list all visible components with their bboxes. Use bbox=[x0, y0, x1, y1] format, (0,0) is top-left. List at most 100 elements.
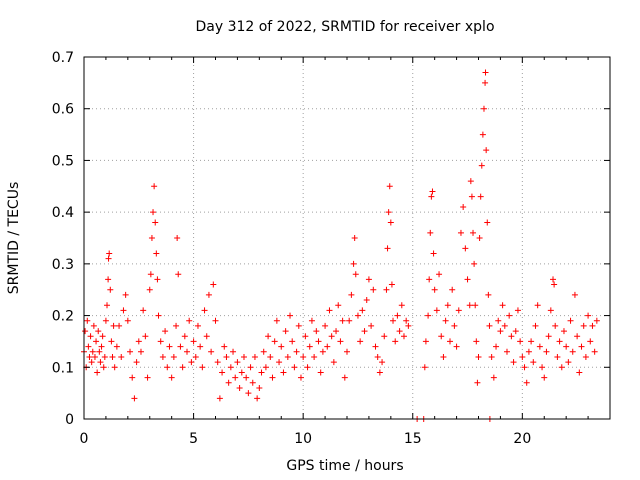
data-point bbox=[479, 131, 486, 138]
data-point bbox=[175, 271, 182, 278]
data-point bbox=[238, 369, 245, 376]
data-point bbox=[390, 317, 397, 324]
data-point bbox=[394, 312, 401, 319]
data-point bbox=[512, 328, 519, 335]
data-point bbox=[223, 353, 230, 360]
data-point bbox=[442, 317, 449, 324]
data-point bbox=[168, 374, 175, 381]
data-point bbox=[580, 322, 587, 329]
data-point bbox=[536, 343, 543, 350]
data-point bbox=[493, 343, 500, 350]
data-point bbox=[569, 348, 576, 355]
y-axis-label: SRMTID / TECUs bbox=[6, 182, 22, 295]
data-point bbox=[304, 364, 311, 371]
data-point bbox=[495, 317, 502, 324]
data-point bbox=[482, 79, 489, 86]
data-point bbox=[372, 343, 379, 350]
data-point bbox=[554, 353, 561, 360]
data-point bbox=[451, 322, 458, 329]
data-point bbox=[269, 374, 276, 381]
x-tick-label: 5 bbox=[189, 431, 198, 447]
data-point bbox=[539, 364, 546, 371]
data-point bbox=[567, 317, 574, 324]
data-point bbox=[120, 307, 127, 314]
data-point bbox=[201, 307, 208, 314]
data-point bbox=[497, 328, 504, 335]
data-point bbox=[116, 322, 123, 329]
data-point bbox=[563, 343, 570, 350]
data-point bbox=[245, 390, 252, 397]
data-point bbox=[271, 338, 278, 345]
data-point bbox=[313, 328, 320, 335]
data-point bbox=[230, 348, 237, 355]
data-points bbox=[81, 69, 600, 422]
data-point bbox=[155, 312, 162, 319]
data-point bbox=[278, 343, 285, 350]
data-point bbox=[508, 333, 515, 340]
data-point bbox=[514, 307, 521, 314]
data-point bbox=[488, 353, 495, 360]
data-point bbox=[319, 348, 326, 355]
data-point bbox=[311, 353, 318, 360]
data-point bbox=[95, 328, 102, 335]
data-point bbox=[94, 369, 101, 376]
data-point bbox=[88, 359, 95, 366]
data-point bbox=[457, 229, 464, 236]
data-point bbox=[93, 338, 100, 345]
data-point bbox=[428, 193, 435, 200]
data-point bbox=[466, 302, 473, 309]
data-point bbox=[199, 364, 206, 371]
data-point bbox=[144, 374, 151, 381]
data-point bbox=[153, 250, 160, 257]
data-point bbox=[558, 364, 565, 371]
data-point bbox=[105, 255, 112, 262]
data-point bbox=[295, 322, 302, 329]
data-point bbox=[148, 235, 155, 241]
y-tick-label: 0.7 bbox=[52, 50, 74, 66]
data-point bbox=[541, 374, 548, 381]
data-point bbox=[449, 286, 456, 293]
data-point bbox=[300, 353, 307, 360]
data-point bbox=[190, 338, 197, 345]
data-point bbox=[589, 322, 596, 329]
data-point bbox=[359, 307, 366, 314]
data-point bbox=[106, 250, 113, 257]
data-point bbox=[205, 291, 212, 298]
data-point bbox=[381, 333, 388, 340]
data-point bbox=[483, 147, 490, 154]
data-point bbox=[475, 353, 482, 360]
data-point bbox=[482, 69, 489, 76]
data-point bbox=[453, 343, 460, 350]
data-point bbox=[593, 317, 600, 324]
data-point bbox=[308, 317, 315, 324]
x-tick-label: 15 bbox=[404, 431, 422, 447]
data-point bbox=[188, 359, 195, 366]
data-point bbox=[293, 348, 300, 355]
data-point bbox=[105, 276, 112, 283]
y-tick-label: 0.1 bbox=[52, 360, 74, 376]
data-point bbox=[96, 348, 103, 355]
data-point bbox=[433, 307, 440, 314]
data-point bbox=[326, 307, 333, 314]
y-tick-label: 0.4 bbox=[52, 205, 74, 221]
data-point bbox=[276, 359, 283, 366]
data-point bbox=[86, 353, 93, 360]
data-point bbox=[129, 374, 136, 381]
data-point bbox=[91, 353, 98, 360]
data-point bbox=[150, 209, 157, 216]
data-point bbox=[363, 297, 370, 304]
data-point bbox=[100, 364, 107, 371]
data-point bbox=[357, 338, 364, 345]
data-point bbox=[140, 307, 147, 314]
data-point bbox=[344, 348, 350, 355]
data-point bbox=[392, 338, 399, 345]
data-point bbox=[517, 338, 524, 345]
data-point bbox=[256, 384, 263, 391]
data-point bbox=[425, 312, 432, 319]
data-point bbox=[503, 348, 510, 355]
data-point bbox=[436, 271, 443, 278]
data-point bbox=[234, 359, 241, 366]
data-point bbox=[306, 343, 313, 350]
data-point bbox=[192, 353, 199, 360]
data-point bbox=[170, 353, 177, 360]
